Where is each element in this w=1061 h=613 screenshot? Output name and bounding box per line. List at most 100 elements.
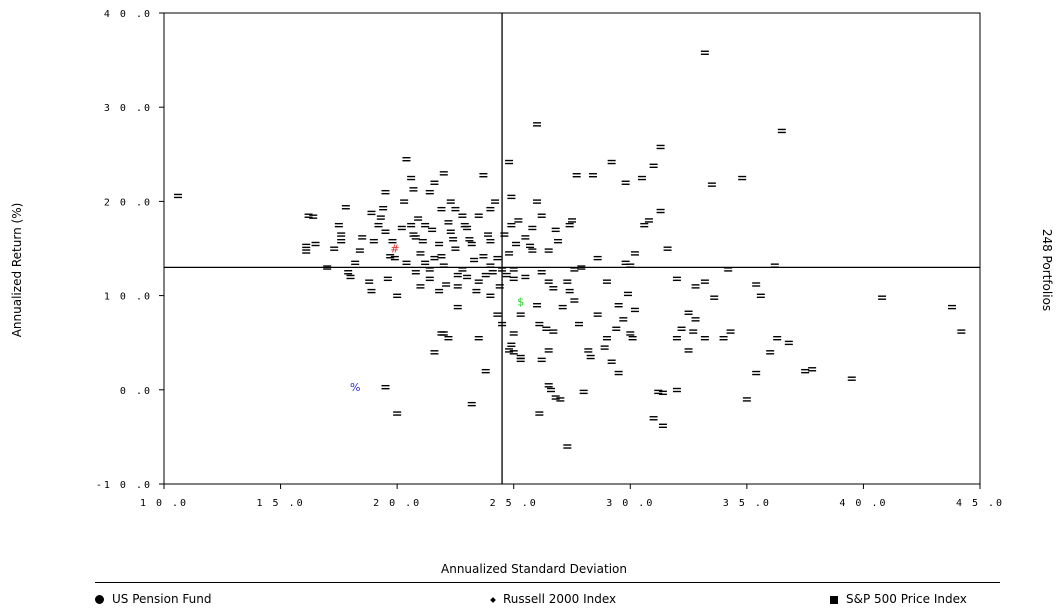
portfolio-point [479, 173, 488, 178]
portfolio-point [808, 367, 817, 372]
portfolio-point [505, 251, 514, 256]
portfolio-point [777, 128, 786, 134]
portfolio-point [446, 199, 455, 204]
portfolio-point [528, 248, 537, 253]
x-tick-label: 2 5 .0 [490, 498, 538, 509]
portfolio-point [386, 254, 395, 259]
special-point: $ [517, 295, 524, 308]
portfolio-point [602, 279, 611, 284]
portfolio-point [481, 272, 490, 278]
portfolio-point [847, 376, 856, 381]
portfolio-point [451, 206, 460, 212]
portfolio-point [458, 213, 467, 218]
special-point: # [390, 243, 399, 256]
portfolio-point [302, 249, 311, 254]
portfolio-point [344, 270, 353, 275]
portfolio-point [425, 189, 434, 195]
portfolio-point [516, 354, 525, 360]
portfolio-point [563, 279, 572, 284]
portfolio-point [498, 267, 507, 272]
circle-icon [95, 595, 104, 604]
portfolio-point [528, 225, 537, 231]
portfolio-point [691, 284, 700, 289]
portfolio-point [726, 329, 735, 334]
portfolio-point [602, 335, 611, 341]
portfolio-point [414, 216, 423, 221]
portfolio-point [446, 229, 455, 234]
portfolio-point [521, 274, 530, 280]
portfolio-point [505, 348, 514, 353]
portfolio-point [672, 276, 681, 282]
portfolio-point [509, 276, 518, 282]
portfolio-point [684, 348, 693, 353]
portfolio-point [614, 370, 623, 376]
portfolio-point [770, 263, 779, 268]
portfolio-point [656, 144, 665, 150]
portfolio-point [621, 260, 630, 266]
portfolio-point [707, 182, 716, 187]
portfolio-point [544, 383, 553, 388]
portfolio-point [330, 246, 339, 251]
portfolio-point [535, 321, 544, 327]
x-axis-ticks: 1 0 .0 1 5 .0 2 0 .0 2 5 .0 3 0 .0 3 5 .0 4 0 … [140, 484, 1002, 509]
portfolio-point [637, 175, 646, 181]
portfolio-point [572, 173, 581, 178]
portfolio-point [507, 222, 516, 228]
portfolio-point [535, 411, 544, 416]
portfolio-point [437, 206, 446, 212]
legend-item-sp500: S&P 500 Price Index [830, 592, 967, 606]
portfolio-point [684, 310, 693, 315]
portfolio-point [514, 218, 523, 223]
x-tick-label: 3 0 .0 [606, 498, 654, 509]
portfolio-point [700, 50, 709, 55]
portfolio-point [430, 350, 439, 355]
portfolio-point [439, 263, 448, 268]
portfolio-point [474, 213, 483, 218]
portfolio-point [570, 298, 579, 303]
portfolio-point [460, 222, 469, 228]
portfolio-point [444, 335, 453, 341]
portfolio-point [533, 199, 542, 204]
portfolio-point [474, 335, 483, 341]
portfolio-point [416, 284, 425, 289]
portfolio-point [537, 357, 546, 363]
portfolio-point [593, 312, 602, 317]
legend: US Pension Fund Russell 2000 Index S&P 5… [95, 582, 1000, 612]
portfolio-point [467, 241, 476, 247]
portfolio-point [537, 213, 546, 218]
y-tick-label: 1 0 .0 [104, 292, 152, 303]
portfolio-point [719, 335, 728, 341]
x-tick-label: 2 0 .0 [373, 498, 421, 509]
portfolio-point [444, 220, 453, 225]
portfolio-point [453, 272, 462, 278]
portfolio-point [568, 218, 576, 223]
plot-area [163, 12, 981, 485]
square-icon [830, 595, 838, 604]
portfolio-point [547, 387, 556, 393]
portfolio-point [381, 189, 390, 195]
portfolio-point [570, 267, 579, 272]
y-tick-label: 0 .0 [120, 386, 152, 397]
portfolio-point [516, 312, 525, 317]
portfolio-point [402, 260, 411, 266]
portfolio-point [654, 389, 663, 395]
portfolio-point [640, 222, 649, 228]
legend-item-russell-2000: Russell 2000 Index [490, 592, 616, 606]
special-points: # $% [350, 243, 524, 394]
portfolio-point [710, 295, 719, 300]
portfolio-point [752, 370, 761, 376]
portfolio-point [957, 329, 966, 334]
portfolio-point [658, 423, 667, 428]
portfolio-point [663, 246, 672, 251]
portfolio-point [463, 274, 472, 280]
portfolio-point [509, 350, 518, 355]
portfolio-point [542, 326, 551, 331]
data-points [173, 50, 966, 449]
portfolio-point [878, 295, 887, 300]
portfolio-point [351, 260, 360, 266]
portfolio-point [409, 232, 418, 237]
portfolio-point [565, 288, 574, 294]
portfolio-point [449, 237, 458, 242]
portfolio-point [173, 193, 182, 199]
